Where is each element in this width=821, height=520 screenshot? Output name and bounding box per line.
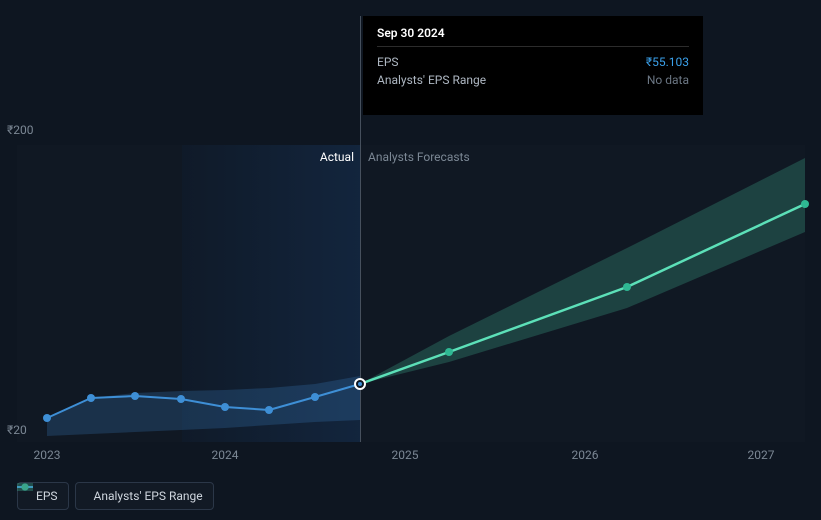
legend-label-eps: EPS xyxy=(36,489,58,503)
x-axis: 2023 2024 2025 2026 2027 xyxy=(17,448,805,468)
y-tick-200: ₹200 xyxy=(7,123,33,137)
tooltip-row-eps: EPS ₹55.103 xyxy=(377,53,689,71)
chart-legend: EPS Analysts' EPS Range xyxy=(17,482,214,510)
tooltip-range-value: No data xyxy=(647,71,689,89)
legend-item-range[interactable]: Analysts' EPS Range xyxy=(75,482,214,510)
x-tick-2024: 2024 xyxy=(212,448,239,462)
tooltip-row-range: Analysts' EPS Range No data xyxy=(377,71,689,89)
y-tick-20: ₹20 xyxy=(7,423,27,437)
tooltip-title: Sep 30 2024 xyxy=(377,26,689,47)
x-tick-2026: 2026 xyxy=(572,448,599,462)
x-tick-2025: 2025 xyxy=(392,448,419,462)
tooltip-eps-label: EPS xyxy=(377,53,399,71)
chart-tooltip: Sep 30 2024 EPS ₹55.103 Analysts' EPS Ra… xyxy=(363,16,703,115)
legend-label-range: Analysts' EPS Range xyxy=(94,489,203,503)
tooltip-eps-value: ₹55.103 xyxy=(646,53,689,71)
tooltip-range-label: Analysts' EPS Range xyxy=(377,71,486,89)
eps-chart: Actual Analysts Forecasts ₹200 ₹20 2023 … xyxy=(0,0,821,520)
x-tick-2027: 2027 xyxy=(748,448,775,462)
x-tick-2023: 2023 xyxy=(34,448,61,462)
